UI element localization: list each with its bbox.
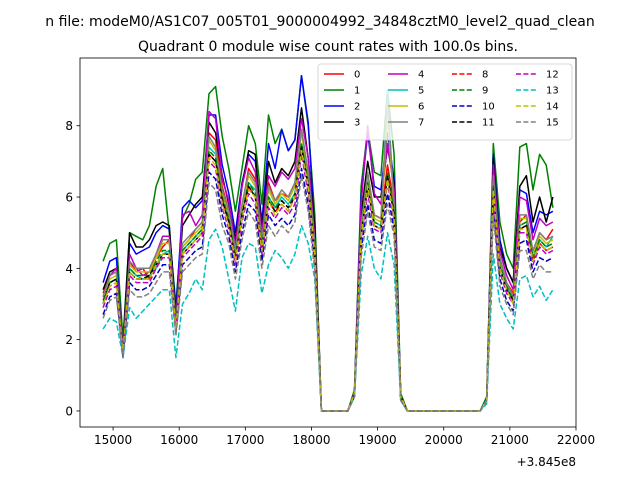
figure-suptitle: n file: modeM0/AS1C07_005T01_9000004992_… bbox=[45, 14, 594, 30]
plot-area: 15000 16000 17000 18000 19000 20000 21000 22000… bbox=[65, 57, 595, 447]
legend-box bbox=[317, 63, 573, 141]
x-tick-label: 21000 bbox=[491, 433, 529, 447]
legend-label-4: 4 bbox=[418, 70, 424, 81]
x-tick-label: 19000 bbox=[359, 433, 397, 447]
y-tick-label: 4 bbox=[65, 262, 73, 276]
x-tick-label: 20000 bbox=[425, 433, 463, 447]
x-tick-label: 22000 bbox=[557, 433, 595, 447]
legend-label-15: 15 bbox=[546, 118, 559, 129]
x-tick-label: 18000 bbox=[292, 433, 330, 447]
y-tick-label: 8 bbox=[65, 119, 73, 133]
series-line-14 bbox=[102, 149, 554, 412]
y-tick-label: 2 bbox=[65, 333, 73, 347]
x-tick-label: 16000 bbox=[160, 433, 198, 447]
series-line-15 bbox=[102, 174, 553, 412]
legend-label-11: 11 bbox=[482, 118, 495, 129]
legend-label-10: 10 bbox=[482, 102, 495, 113]
legend-label-3: 3 bbox=[354, 118, 360, 129]
y-tick-label: 6 bbox=[65, 191, 73, 205]
x-tick-label: 17000 bbox=[226, 433, 264, 447]
legend-label-13: 13 bbox=[546, 86, 559, 97]
legend-label-2: 2 bbox=[354, 102, 360, 113]
legend-label-9: 9 bbox=[482, 86, 488, 97]
chart-title: Quadrant 0 module wise count rates with … bbox=[138, 39, 518, 55]
y-tick-label: 0 bbox=[65, 404, 73, 418]
legend-label-0: 0 bbox=[354, 70, 360, 81]
axes-frame bbox=[79, 57, 577, 428]
series-line-7 bbox=[102, 100, 554, 412]
legend-label-8: 8 bbox=[482, 70, 488, 81]
legend-label-5: 5 bbox=[418, 86, 424, 97]
x-offset-label: +3.845e8 bbox=[517, 455, 576, 469]
legend-label-6: 6 bbox=[418, 102, 424, 113]
x-tick-label: 15000 bbox=[94, 433, 132, 447]
legend-label-14: 14 bbox=[546, 102, 559, 113]
legend-label-12: 12 bbox=[546, 70, 559, 81]
legend-label-7: 7 bbox=[418, 118, 424, 129]
legend-label-1: 1 bbox=[354, 86, 360, 97]
